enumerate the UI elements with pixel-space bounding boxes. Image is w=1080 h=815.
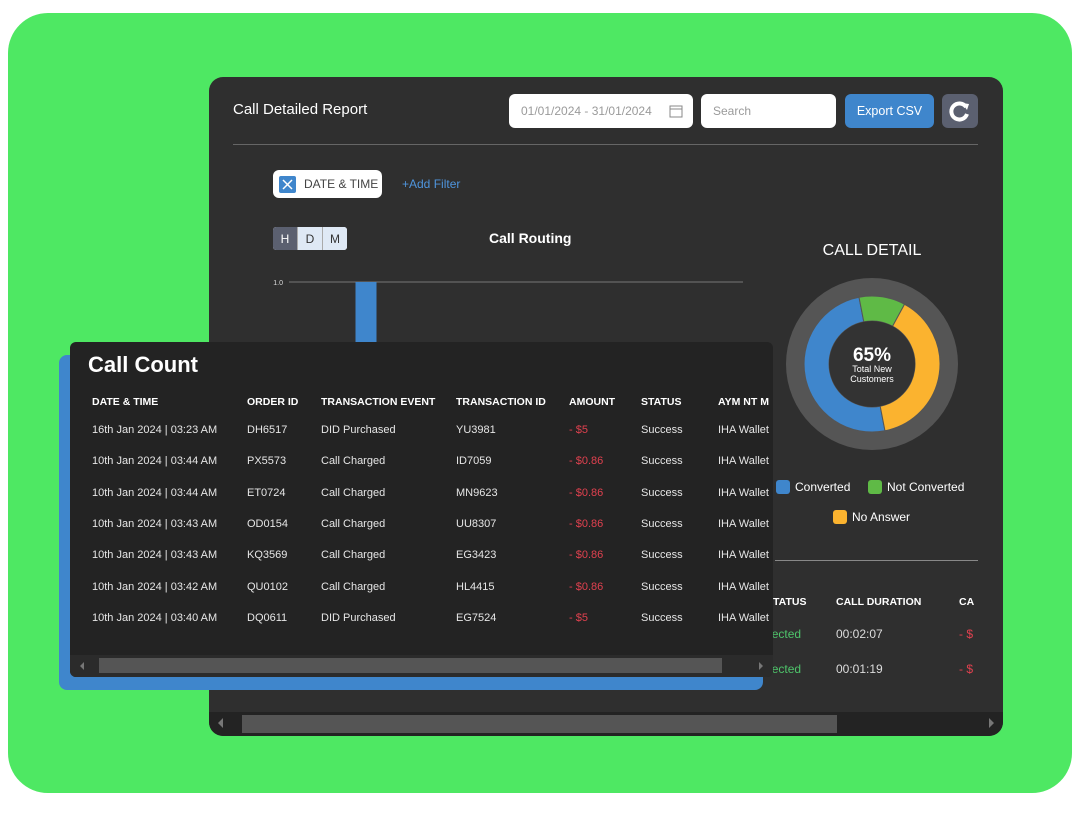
table-cell: Call Charged (321, 549, 386, 562)
legend-label: Not Converted (887, 480, 964, 494)
table-cell: 10th Jan 2024 | 03:44 AM (92, 486, 218, 499)
filter-chip[interactable]: DATE & TIME (273, 170, 382, 198)
table-cell: QU0102 (247, 580, 288, 593)
center-value: 65% (853, 345, 891, 366)
legend-swatch (776, 480, 790, 494)
chart-title: Call Routing (489, 230, 572, 246)
column-header: AMOUNT (569, 396, 616, 408)
table-cell: 10th Jan 2024 | 03:40 AM (92, 611, 218, 624)
filter-label: DATE & TIME (304, 177, 379, 191)
legend-label: No Answer (852, 510, 910, 524)
table-cell: Call Charged (321, 455, 386, 468)
table-cell: EG3423 (456, 549, 497, 562)
column-header: AYM NT M (718, 396, 769, 408)
column-header: ORDER ID (247, 396, 299, 408)
legend-swatch (868, 480, 882, 494)
table-cell: PX5573 (247, 455, 287, 468)
table-cell: DID Purchased (321, 424, 396, 436)
date-range: 01/01/2024 - 31/01/2024 (521, 104, 652, 118)
table-cell: ET0724 (247, 486, 286, 499)
table-cell: OD0154 (247, 517, 288, 530)
table-cell: Call Charged (321, 517, 386, 530)
column-header: CA (959, 596, 975, 608)
table-cell: DID Purchased (321, 611, 396, 624)
column-header: TRANSACTION ID (456, 396, 546, 408)
table-cell: Success (641, 580, 683, 593)
table-cell: - $5 (569, 424, 588, 436)
refresh-icon (949, 101, 969, 122)
granularity-option[interactable]: D (297, 227, 322, 250)
chart-title: CALL DETAIL (823, 242, 922, 259)
column-header: STATUS (641, 396, 682, 408)
search-input[interactable]: Search (701, 94, 836, 128)
report-title: Call Detailed Report (233, 101, 368, 118)
column-header: STATUS (766, 596, 807, 608)
table-cell: ID7059 (456, 455, 492, 468)
table-cell: 10th Jan 2024 | 03:44 AM (92, 455, 218, 468)
table-cell: Success (641, 424, 683, 436)
table-cell: - $0.86 (569, 517, 604, 530)
remove-icon[interactable] (279, 175, 296, 193)
column-header: TRANSACTION EVENT (321, 396, 436, 408)
table-cell: - $0.86 (569, 580, 604, 593)
table-cell: Success (641, 611, 683, 624)
legend-label: Converted (795, 480, 850, 494)
column-header: CALL DURATION (836, 596, 922, 608)
table-cell: EG7524 (456, 611, 497, 624)
table-cell: IHA Wallet (718, 580, 769, 593)
table-cell: Success (641, 455, 683, 468)
donut-hole (829, 321, 915, 407)
table-cell: 10th Jan 2024 | 03:42 AM (92, 580, 218, 593)
search-placeholder: Search (713, 104, 752, 118)
table-cell: 10th Jan 2024 | 03:43 AM (92, 549, 218, 562)
scrollbar-thumb[interactable] (99, 658, 722, 673)
granularity-option[interactable]: M (322, 227, 347, 250)
table-cell: - $5 (569, 611, 588, 624)
table-cell: MN9623 (456, 486, 498, 499)
y-tick-label: 1.0 (273, 280, 283, 287)
table-cell: Call Charged (321, 580, 386, 593)
table-cell: IHA Wallet (718, 455, 769, 468)
table-cell: 00:02:07 (836, 627, 883, 641)
table-cell: DH6517 (247, 424, 288, 436)
add-filter[interactable]: +Add Filter (402, 177, 461, 191)
table-cell: 10th Jan 2024 | 03:43 AM (92, 517, 218, 530)
table-cell: - $0.86 (569, 486, 604, 499)
table-cell: KQ3569 (247, 549, 288, 562)
date-range-input[interactable]: 01/01/2024 - 31/01/2024 (509, 94, 693, 128)
table-cell: DQ0611 (247, 611, 288, 624)
legend-swatch (833, 510, 847, 524)
granularity-option[interactable]: H (273, 227, 297, 250)
table-cell: HL4415 (456, 580, 495, 593)
table-cell: 00:01:19 (836, 662, 883, 676)
report-canvas: 1.0 CALL DETAIL 65% Converted Not Converted N… (209, 144, 1003, 736)
table-cell: UU8307 (456, 517, 497, 530)
table-cell: 16th Jan 2024 | 03:23 AM (92, 424, 218, 436)
column-header: DATE & TIME (92, 396, 159, 408)
call-count-panel: Call Count DATE & TIME ORDER ID TRANSACTIO… (70, 342, 773, 677)
table-cell: Success (641, 486, 683, 499)
table-cell: IHA Wallet (718, 424, 769, 436)
table-cell: IHA Wallet (718, 517, 769, 530)
table-cell: - $0.86 (569, 455, 604, 468)
panel-title: Call Count (88, 352, 198, 377)
refresh-button[interactable] (942, 94, 978, 128)
table-cell: Call Charged (321, 486, 386, 499)
table-cell: Success (641, 549, 683, 562)
center-caption: Total New Customers (850, 364, 894, 384)
calendar-icon (669, 105, 683, 118)
table-cell: - $ (959, 627, 974, 641)
table-cell: IHA Wallet (718, 611, 769, 624)
table-cell: - $0.86 (569, 549, 604, 562)
table-cell: YU3981 (456, 424, 496, 436)
scrollbar-thumb[interactable] (242, 715, 837, 733)
table-cell: - $ (959, 662, 974, 676)
scrollbar (70, 655, 773, 677)
table-cell: IHA Wallet (718, 486, 769, 499)
table-cell: Success (641, 517, 683, 530)
export-button[interactable]: Export CSV (845, 94, 934, 128)
table-cell: IHA Wallet (718, 549, 769, 562)
